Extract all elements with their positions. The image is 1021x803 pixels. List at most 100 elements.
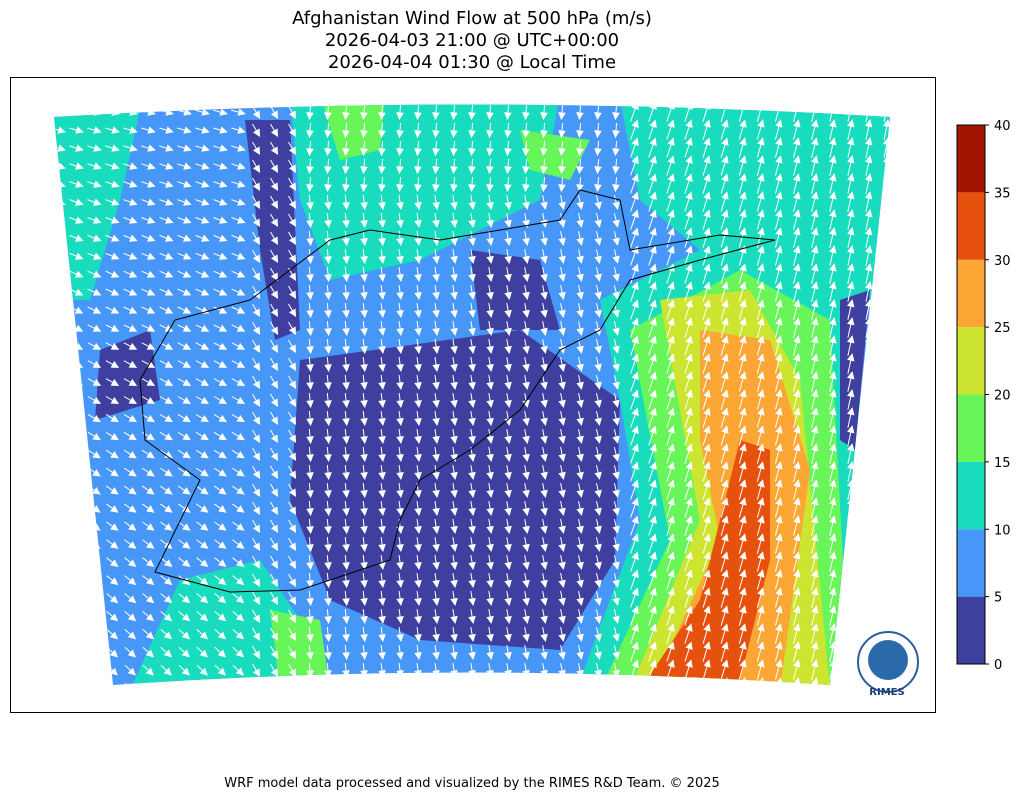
wind-arrow xyxy=(231,449,245,459)
wind-arrow xyxy=(69,306,84,314)
wind-arrow xyxy=(396,680,404,685)
wind-arrow xyxy=(522,267,530,282)
wind-arrow xyxy=(864,533,873,554)
wind-arrow xyxy=(774,605,783,626)
colorbar-tick-label: 5 xyxy=(994,591,1002,606)
wind-arrow xyxy=(504,465,512,480)
wind-arrow xyxy=(252,105,261,120)
wind-arrow xyxy=(231,378,246,386)
wind-arrow xyxy=(432,411,440,427)
wind-arrow xyxy=(141,324,156,332)
wind-arrow xyxy=(105,342,120,350)
wind-arrow xyxy=(414,500,422,517)
wind-arrow xyxy=(594,339,602,354)
wind-arrow xyxy=(684,407,693,428)
wind-arrow xyxy=(684,317,693,338)
wind-arrow xyxy=(486,339,494,355)
wind-arrow xyxy=(252,645,261,660)
wind-arrow xyxy=(720,677,729,685)
wind-arrow xyxy=(159,449,173,459)
wind-arrow xyxy=(231,288,246,296)
wind-arrow xyxy=(160,611,173,622)
wind-arrow xyxy=(213,342,228,350)
wind-arrow xyxy=(882,425,890,446)
wind-arrow xyxy=(738,317,747,338)
wind-arrow xyxy=(468,429,476,445)
wind-arrow xyxy=(468,681,476,685)
wind-arrow xyxy=(829,551,837,572)
wind-arrow xyxy=(396,608,404,625)
wind-arrow xyxy=(105,198,120,206)
wind-arrow xyxy=(306,230,314,247)
wind-arrow xyxy=(540,231,548,246)
wind-arrow xyxy=(666,137,675,158)
wind-arrow xyxy=(720,587,729,608)
wind-arrow xyxy=(684,137,693,158)
wind-arrow xyxy=(54,593,65,604)
wind-arrow xyxy=(864,245,873,266)
wind-arrow xyxy=(829,119,837,140)
wind-arrow xyxy=(306,338,314,355)
wind-arrow xyxy=(811,587,819,608)
wind-arrow xyxy=(213,270,228,278)
wind-arrow xyxy=(196,646,208,658)
wind-arrow xyxy=(360,176,368,193)
wind-arrow xyxy=(576,555,584,570)
wind-arrow xyxy=(504,122,512,139)
colorbar-bin xyxy=(957,394,985,462)
wind-arrow xyxy=(738,659,747,680)
wind-arrow xyxy=(594,537,602,552)
wind-arrow xyxy=(504,176,512,193)
wind-arrow xyxy=(105,144,120,152)
wind-arrow xyxy=(432,555,440,571)
wind-arrow xyxy=(630,209,639,230)
wind-arrow xyxy=(270,609,279,624)
wind-arrow xyxy=(558,213,566,228)
wind-arrow xyxy=(847,641,855,662)
wind-arrow xyxy=(756,119,765,140)
wind-arrow xyxy=(738,497,747,518)
wind-arrow xyxy=(141,378,156,386)
wind-arrow xyxy=(324,230,332,247)
wind-arrow xyxy=(558,195,566,210)
map-frame xyxy=(10,77,936,713)
wind-arrow xyxy=(774,389,783,410)
wind-arrow xyxy=(486,429,494,445)
wind-arrow xyxy=(360,572,368,589)
wind-arrow xyxy=(414,140,422,157)
wind-arrow xyxy=(864,137,873,158)
wind-arrow xyxy=(450,465,458,481)
wind-arrow xyxy=(486,285,494,301)
wind-arrow xyxy=(774,443,783,464)
wind-arrow xyxy=(612,681,620,685)
wind-arrow xyxy=(702,461,711,482)
wind-arrow xyxy=(252,303,261,318)
wind-arrow xyxy=(648,569,657,590)
wind-arrow xyxy=(342,338,350,355)
wind-arrow xyxy=(396,482,404,499)
wind-arrow xyxy=(504,357,512,372)
wind-arrow xyxy=(702,677,711,685)
wind-arrow xyxy=(684,191,693,212)
wind-arrow xyxy=(756,497,765,518)
wind-arrow xyxy=(306,644,314,661)
colorbar-tick-label: 10 xyxy=(994,523,1011,538)
wind-arrow xyxy=(324,464,332,481)
wind-arrow xyxy=(342,104,350,121)
wind-arrow xyxy=(141,396,156,405)
wind-arrow xyxy=(324,158,332,175)
wind-arrow xyxy=(486,645,494,661)
wind-arrow xyxy=(847,533,855,554)
wind-arrow xyxy=(630,281,639,302)
wind-arrow xyxy=(486,681,494,685)
colorbar-tick-label: 0 xyxy=(994,658,1002,673)
wind-arrow xyxy=(720,281,729,302)
wind-arrow xyxy=(594,231,602,246)
wind-arrow xyxy=(576,591,584,606)
wind-arrow xyxy=(720,371,729,392)
wind-arrow xyxy=(666,425,675,446)
wind-arrow xyxy=(522,609,530,624)
wind-arrow xyxy=(105,216,120,224)
wind-arrow xyxy=(702,605,711,626)
